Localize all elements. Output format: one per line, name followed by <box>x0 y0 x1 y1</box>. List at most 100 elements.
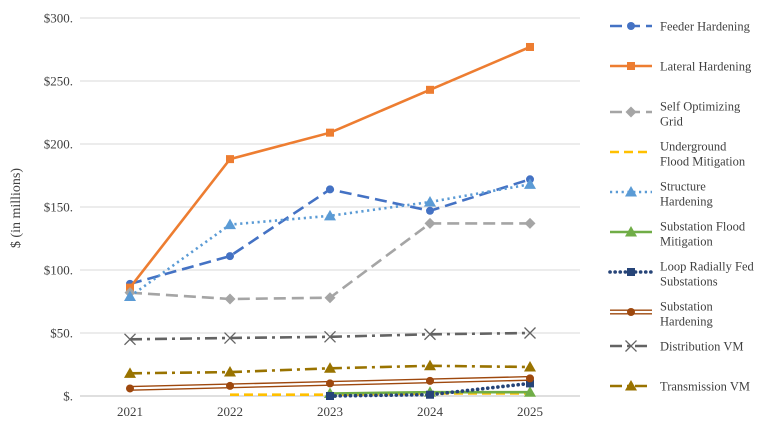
y-tick-label: $150. <box>44 200 73 215</box>
data-point <box>424 217 436 229</box>
legend-label: Flood Mitigation <box>660 155 746 169</box>
x-tick-label: 2022 <box>217 404 243 419</box>
legend-marker <box>625 340 637 352</box>
y-axis-ticks: $. $50. $100. $150. $200. $250. $300. <box>44 11 73 404</box>
legend-entry: Transmission VM <box>610 380 750 394</box>
data-point <box>424 195 436 207</box>
legend-entry: Feeder Hardening <box>610 20 751 34</box>
data-point <box>526 374 534 383</box>
data-point <box>324 330 336 343</box>
series-lines <box>124 42 536 400</box>
data-point <box>424 328 436 341</box>
series-distribution-vm <box>124 327 536 346</box>
data-point <box>526 42 534 51</box>
data-point <box>324 209 336 221</box>
legend-label: Grid <box>660 115 684 129</box>
data-point <box>326 185 334 194</box>
legend-label: Transmission VM <box>660 380 750 394</box>
legend-marker <box>625 186 637 197</box>
data-point <box>426 390 434 399</box>
legend-label: Substations <box>660 275 718 289</box>
legend-label: Loop Radially Fed <box>660 260 754 274</box>
data-point <box>226 252 234 261</box>
data-point <box>524 386 536 397</box>
data-point <box>426 85 434 94</box>
x-tick-label: 2024 <box>417 404 444 419</box>
y-tick-label: $100. <box>44 263 73 278</box>
data-point <box>524 327 536 339</box>
x-tick-label: 2023 <box>317 404 343 419</box>
legend-marker <box>627 308 635 316</box>
data-point <box>524 178 536 189</box>
data-point <box>524 361 536 372</box>
data-point <box>226 155 234 164</box>
series-substation-hardening <box>126 374 534 393</box>
series-transmission-vm <box>124 359 536 378</box>
legend-marker <box>627 268 635 276</box>
legend-label: Hardening <box>660 195 714 209</box>
y-tick-label: $250. <box>44 74 73 89</box>
legend-label: Substation Flood <box>660 220 746 234</box>
data-point <box>326 379 334 388</box>
data-point <box>426 376 434 385</box>
y-tick-label: $200. <box>44 137 73 152</box>
legend-label: Lateral Hardening <box>660 60 752 74</box>
legend-label: Substation <box>660 300 714 314</box>
series-underground-flood-mitigation <box>230 392 530 396</box>
series-self-optimizing-grid <box>124 217 536 305</box>
data-point <box>224 366 236 377</box>
legend-marker <box>627 22 635 30</box>
data-point <box>324 292 336 304</box>
data-point <box>524 217 536 229</box>
data-point <box>424 359 436 371</box>
legend-marker <box>625 106 637 118</box>
legend-marker <box>625 226 637 237</box>
series-line <box>129 183 531 298</box>
series-line <box>328 381 532 398</box>
data-point <box>224 293 236 305</box>
data-point <box>426 206 434 215</box>
y-tick-label: $. <box>63 389 73 404</box>
data-point <box>124 367 136 378</box>
legend-marker <box>627 62 635 70</box>
y-axis-label: $ (in millions) <box>9 168 24 248</box>
data-point <box>226 381 234 390</box>
legend-entry: Distribution VM <box>610 340 743 354</box>
data-point <box>124 333 136 346</box>
series-line <box>129 222 530 301</box>
data-point <box>124 290 136 301</box>
series-loop-radially-fed-substations <box>326 379 534 400</box>
data-point <box>326 392 334 400</box>
data-point <box>224 218 236 230</box>
legend-label: Underground <box>660 140 727 154</box>
x-axis-ticks: 2021 2022 2023 2024 2025 <box>117 404 543 419</box>
legend-label: Hardening <box>660 315 714 329</box>
legend-label: Feeder Hardening <box>660 20 751 34</box>
y-tick-label: $50. <box>50 326 73 341</box>
data-point <box>224 332 236 344</box>
data-point <box>326 128 334 137</box>
series-line <box>129 178 531 286</box>
legend-marker <box>625 380 637 391</box>
series-line <box>128 45 531 289</box>
series-structure-hardening <box>124 178 536 301</box>
data-point <box>324 362 336 373</box>
legend-entry: Lateral Hardening <box>610 60 752 74</box>
legend-label: Mitigation <box>660 235 714 249</box>
data-point <box>526 379 534 388</box>
x-tick-label: 2025 <box>517 404 543 419</box>
legend-label: Self Optimizing <box>660 100 741 114</box>
data-point <box>126 384 134 393</box>
legend: Feeder Hardening Lateral Hardening Self Op… <box>608 20 754 394</box>
x-tick-label: 2021 <box>117 404 143 419</box>
y-tick-label: $300. <box>44 11 73 26</box>
legend-label: Structure <box>660 180 706 194</box>
legend-label: Distribution VM <box>660 340 743 354</box>
series-line <box>230 392 530 396</box>
